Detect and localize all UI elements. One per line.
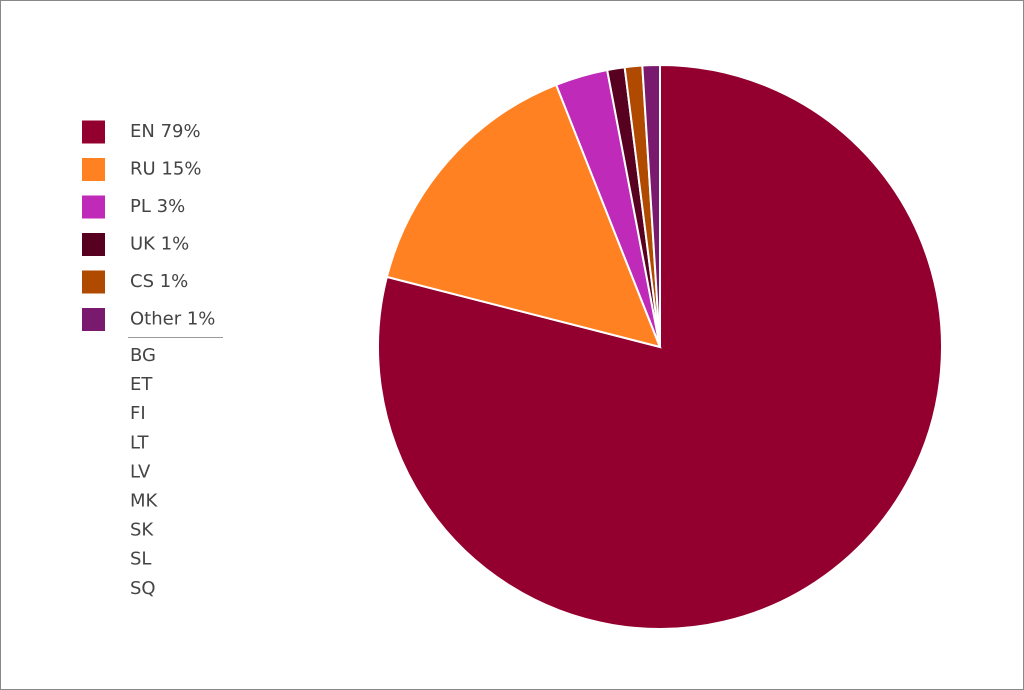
- other-member: BG: [130, 345, 156, 366]
- legend-value: 1%: [161, 234, 190, 255]
- pie-slice: [641, 63, 661, 348]
- legend-label: PL 3%: [130, 196, 185, 217]
- legend-value: 1%: [187, 309, 216, 330]
- other-member: SL: [130, 549, 151, 570]
- legend-label: CS 1%: [130, 271, 188, 292]
- legend-category: CS: [130, 271, 154, 292]
- other-member: SK: [130, 520, 154, 541]
- legend-label: EN 79%: [130, 121, 201, 142]
- other-member: FI: [130, 403, 146, 424]
- legend-category: Other: [130, 309, 182, 330]
- legend-category: EN: [130, 121, 155, 142]
- legend-value: 15%: [161, 159, 201, 180]
- pie-slice: [385, 83, 662, 349]
- legend-category: PL: [130, 196, 151, 217]
- legend-label: UK 1%: [130, 234, 189, 255]
- legend-swatch: [82, 308, 105, 331]
- legend-swatch: [82, 270, 105, 294]
- legend-label: RU 15%: [130, 159, 201, 180]
- legend-value: 79%: [161, 121, 201, 142]
- legend-swatch: [82, 120, 105, 144]
- other-member: ET: [130, 374, 153, 395]
- other-member: LT: [130, 432, 150, 453]
- legend-category: RU: [130, 159, 156, 180]
- other-member: SQ: [130, 578, 156, 599]
- legend-swatch: [82, 195, 105, 219]
- other-member: MK: [130, 491, 159, 512]
- legend-value: 3%: [157, 196, 186, 217]
- other-member: LV: [130, 461, 151, 482]
- legend-value: 1%: [160, 271, 189, 292]
- legend-label: Other 1%: [130, 309, 215, 330]
- legend-swatch: [82, 233, 105, 256]
- legend-category: UK: [130, 234, 156, 255]
- legend-swatch: [82, 158, 105, 181]
